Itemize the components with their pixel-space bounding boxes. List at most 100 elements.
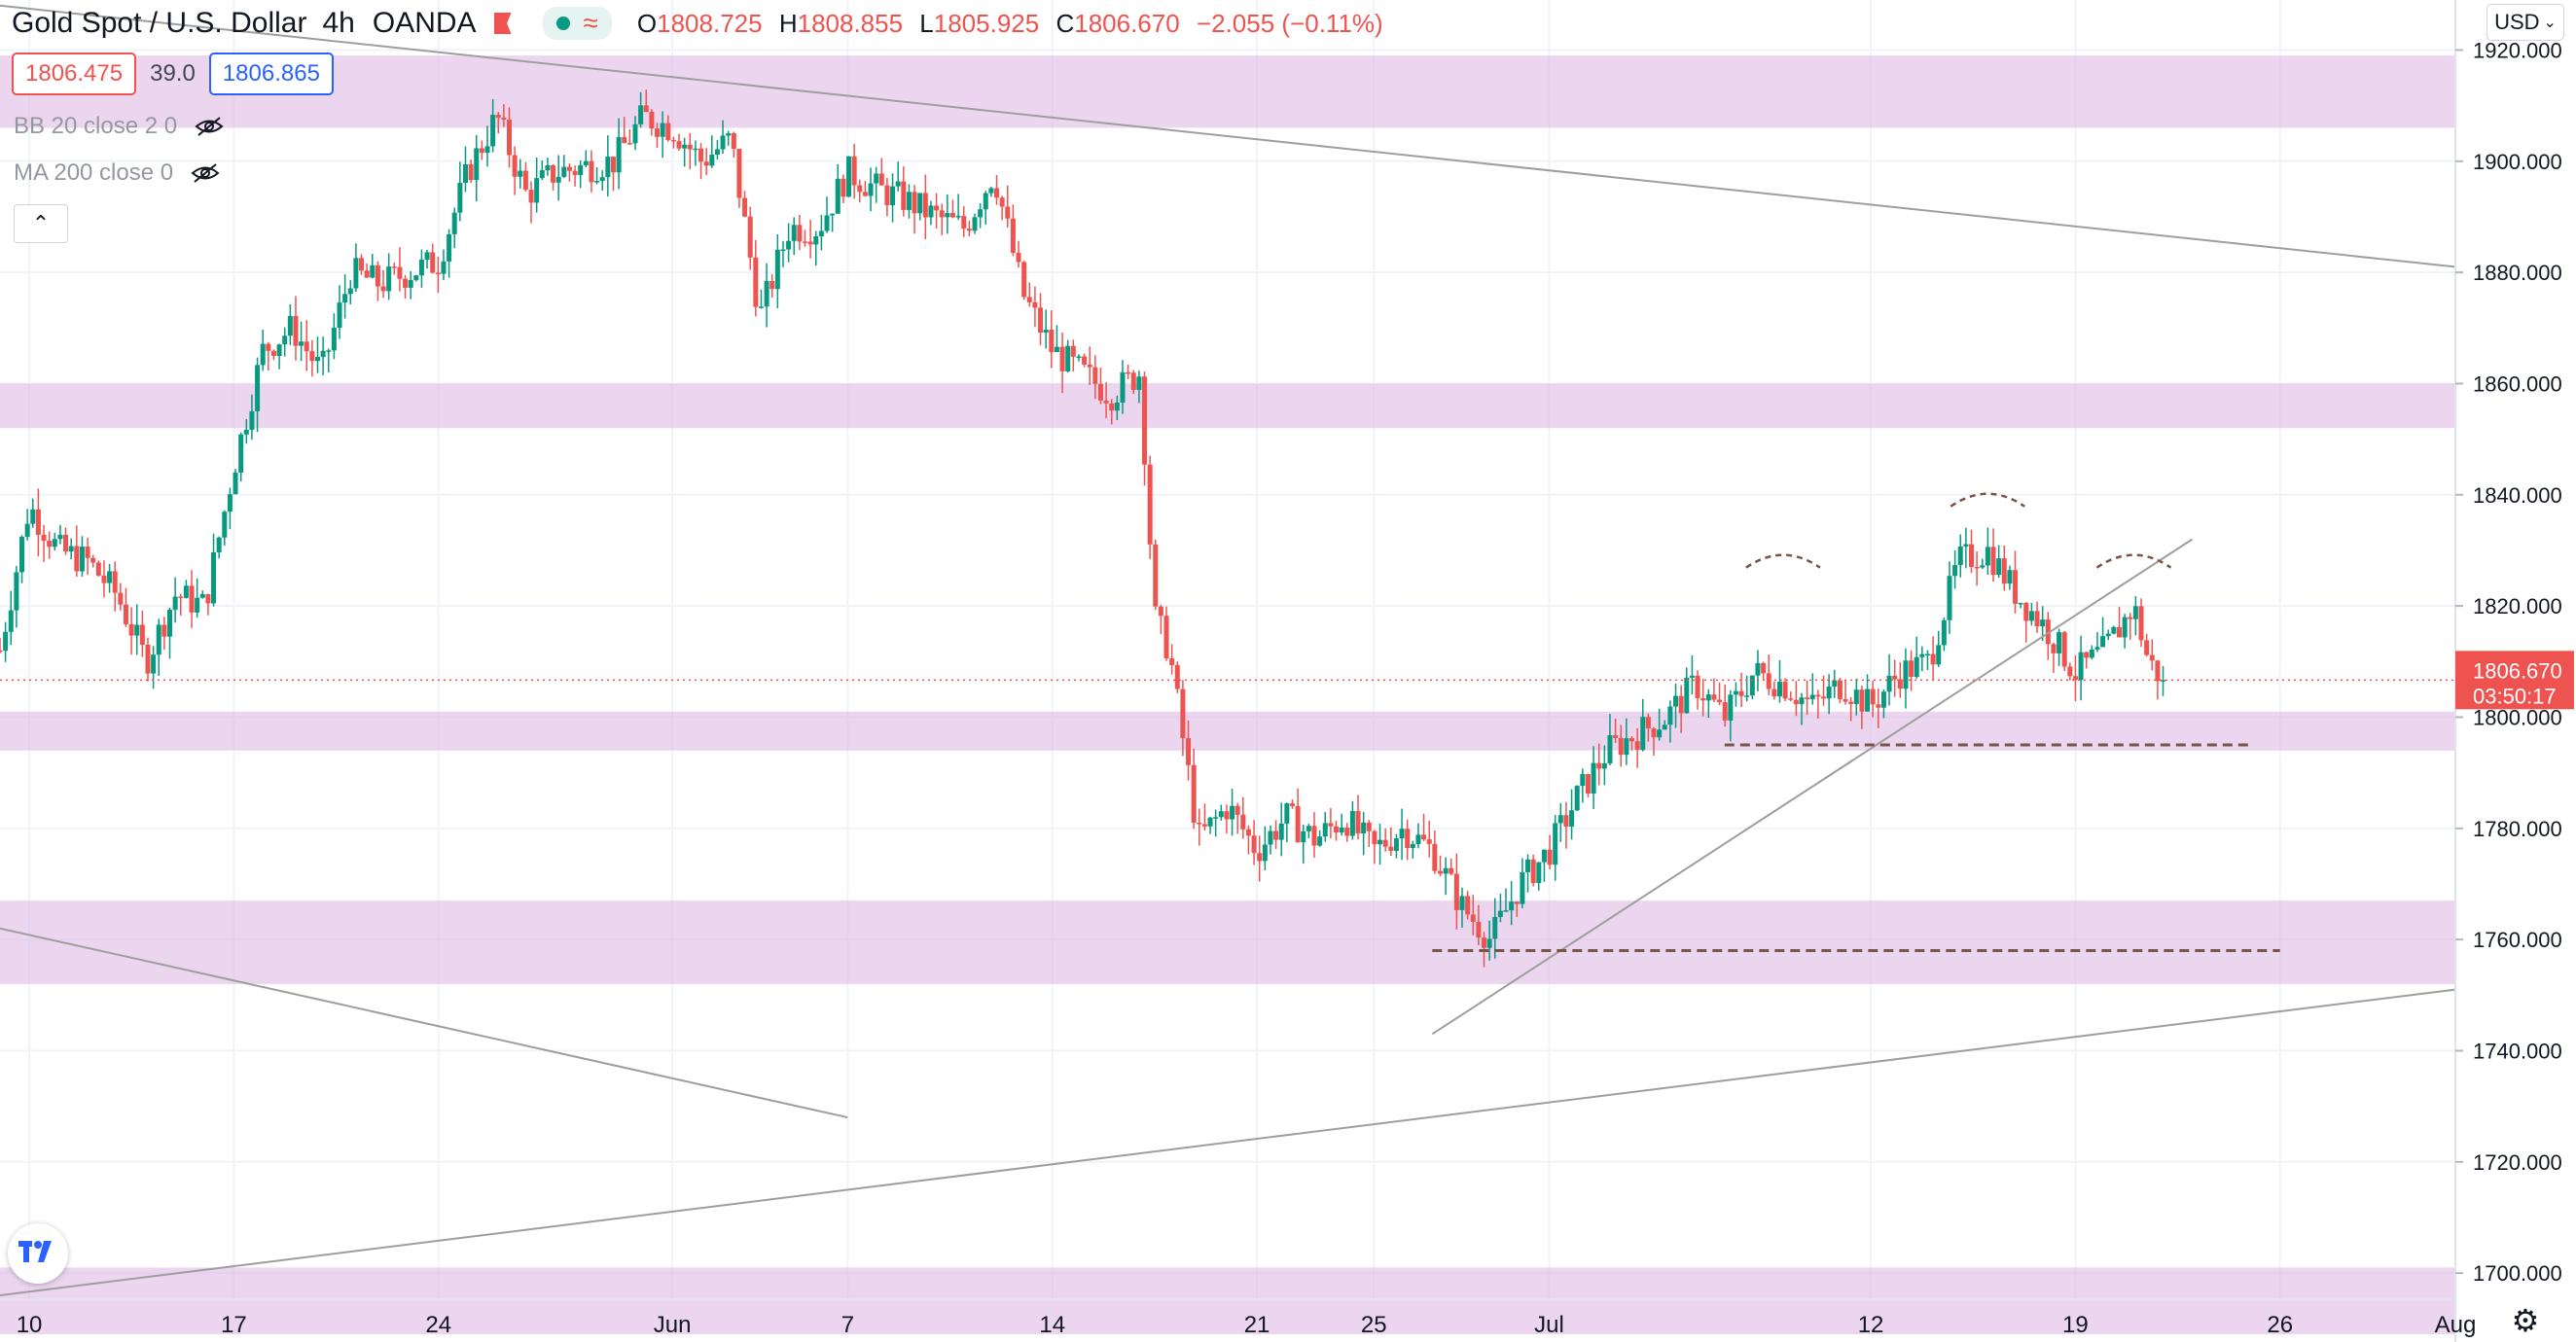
candle-body <box>616 137 622 173</box>
collapse-indicators-button[interactable]: ⌃ <box>14 204 68 243</box>
candle-body <box>638 105 644 124</box>
close-label: C <box>1055 8 1075 38</box>
candle-body <box>249 410 255 430</box>
candle-body <box>1213 817 1219 819</box>
candle-body <box>418 259 424 276</box>
market-status-pill[interactable]: ≈ <box>542 7 612 40</box>
tradingview-logo-icon[interactable] <box>8 1223 68 1284</box>
candle-body <box>1240 814 1246 830</box>
candle-body <box>52 539 57 547</box>
candle-body <box>2105 633 2111 637</box>
candle-body <box>1421 834 1427 840</box>
candle-body <box>1509 901 1515 911</box>
candle-body <box>1449 867 1454 874</box>
time-tick-label: 7 <box>841 1312 854 1338</box>
time-tick-label: 26 <box>2267 1312 2293 1338</box>
candle-body <box>1766 673 1771 689</box>
pattern-arc[interactable] <box>2095 553 2172 569</box>
candle-body <box>1120 371 1126 403</box>
trendline[interactable] <box>0 988 2456 1296</box>
candle-body <box>1744 695 1750 697</box>
candle-body <box>413 275 419 281</box>
candle-body <box>1520 871 1525 904</box>
candle-body <box>2057 632 2062 653</box>
indicator-bb[interactable]: BB 20 close 2 0 <box>14 113 224 140</box>
countdown-label: 03:50:17 <box>2473 684 2557 708</box>
sell-button[interactable]: 1806.475 <box>12 53 137 95</box>
candle-body <box>720 135 726 150</box>
symbol-title[interactable]: Gold Spot / U.S. Dollar <box>12 7 307 39</box>
buy-button[interactable]: 1806.865 <box>208 53 334 95</box>
candle-body <box>2072 676 2078 681</box>
trendline[interactable] <box>0 927 848 1119</box>
candle-body <box>462 163 468 184</box>
candle-body <box>622 137 627 144</box>
trendline[interactable] <box>0 4 2456 268</box>
candle-body <box>1032 301 1038 308</box>
candle-body <box>233 472 238 495</box>
gear-icon[interactable]: ⚙ <box>2511 1303 2540 1338</box>
candle-body <box>949 213 955 218</box>
candle-body <box>1514 901 1520 904</box>
candle-body <box>2078 652 2084 681</box>
eye-off-icon[interactable] <box>195 116 224 137</box>
price-axis[interactable]: 1700.000 1720.000 1740.000 1760.000 1780.000… <box>2454 0 2574 1342</box>
candle-body <box>578 164 584 175</box>
candle-body <box>1070 345 1076 357</box>
candle-body <box>1153 544 1159 607</box>
candle-body <box>1996 558 2002 576</box>
candle-body <box>841 178 846 197</box>
candle-body <box>397 266 403 279</box>
candle-body <box>1969 544 1975 567</box>
candle-body <box>1476 921 1482 938</box>
candle-body <box>1738 690 1744 696</box>
candle-body <box>1941 619 1947 646</box>
candle-body <box>380 286 386 292</box>
currency-dropdown[interactable]: USD ⌄ <box>2487 4 2564 41</box>
candle-body <box>1344 828 1350 836</box>
candle-body <box>1180 689 1186 739</box>
candle-body <box>1782 682 1788 699</box>
indicator-ma[interactable]: MA 200 close 0 <box>14 159 220 187</box>
candle-body <box>884 185 890 206</box>
candle-body <box>726 132 732 136</box>
candle-body <box>19 537 25 573</box>
timeframe-label[interactable]: 4h <box>322 7 355 39</box>
candle-body <box>1306 826 1311 831</box>
chevron-down-icon: ⌄ <box>2543 15 2557 31</box>
candle-body <box>676 141 682 149</box>
candle-body <box>501 117 507 121</box>
pattern-arc[interactable] <box>1745 553 1821 569</box>
candle-body <box>2138 606 2144 641</box>
candle-body <box>972 217 978 231</box>
candle-body <box>1909 660 1914 678</box>
resistance-zone <box>0 383 2455 429</box>
candle-body <box>791 225 797 241</box>
time-tick-label: 10 <box>17 1312 43 1338</box>
candle-body <box>518 170 523 177</box>
candle-body <box>430 252 436 273</box>
time-tick-label: Jun <box>654 1312 692 1338</box>
candle-body <box>1103 400 1109 404</box>
candle-body <box>1700 697 1706 701</box>
candle-body <box>1563 815 1569 828</box>
candle-body <box>403 278 409 288</box>
candle-body <box>255 365 261 411</box>
candle-body <box>802 241 807 243</box>
trade-panel: 1806.475 39.0 1806.865 <box>12 53 334 95</box>
candle-body <box>326 350 332 352</box>
candle-body <box>227 494 233 512</box>
eye-off-icon[interactable] <box>191 162 220 184</box>
time-axis[interactable]: 10 17 24 Jun 7 14 21 25 Jul 12 19 26 Aug <box>0 1298 2476 1338</box>
tv-mark <box>18 1241 52 1262</box>
candle-body <box>359 258 365 271</box>
candle-body <box>1339 828 1344 833</box>
candle-body <box>1569 810 1575 828</box>
candle-body <box>1082 356 1088 365</box>
flag-icon[interactable] <box>493 13 512 34</box>
candle-body <box>101 575 107 583</box>
candle-body <box>1366 822 1372 831</box>
candle-body <box>1886 675 1892 692</box>
candle-body <box>1536 862 1542 884</box>
